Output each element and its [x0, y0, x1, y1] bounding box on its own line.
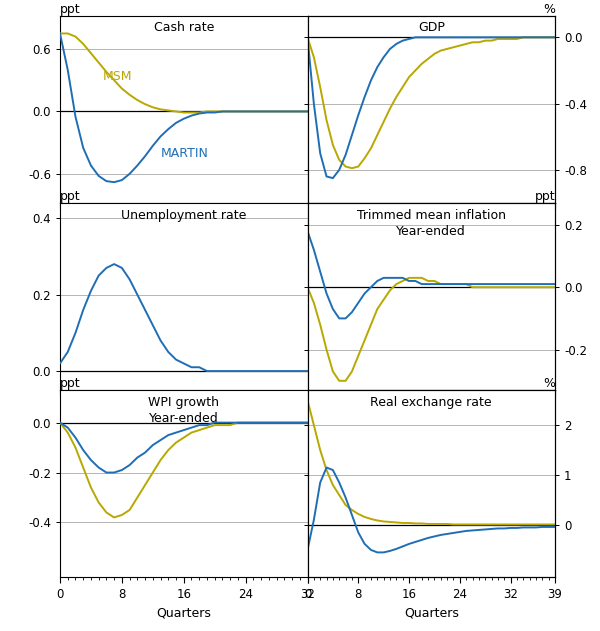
Text: GDP: GDP — [418, 21, 445, 35]
Text: Trimmed mean inflation
Year-ended: Trimmed mean inflation Year-ended — [357, 209, 506, 238]
Text: ppt: ppt — [60, 377, 80, 390]
Text: Unemployment rate: Unemployment rate — [121, 209, 247, 221]
Text: %: % — [543, 3, 555, 16]
Text: ppt: ppt — [535, 190, 555, 203]
X-axis label: Quarters: Quarters — [157, 606, 211, 620]
Text: Cash rate: Cash rate — [154, 21, 214, 35]
Text: ppt: ppt — [60, 3, 80, 16]
Text: Real exchange rate: Real exchange rate — [370, 396, 492, 409]
Text: %: % — [543, 377, 555, 390]
Text: MSM: MSM — [103, 70, 132, 83]
Text: ppt: ppt — [60, 190, 80, 203]
X-axis label: Quarters: Quarters — [404, 606, 458, 620]
Text: WPI growth
Year-ended: WPI growth Year-ended — [148, 396, 219, 425]
Text: MARTIN: MARTIN — [161, 147, 208, 160]
